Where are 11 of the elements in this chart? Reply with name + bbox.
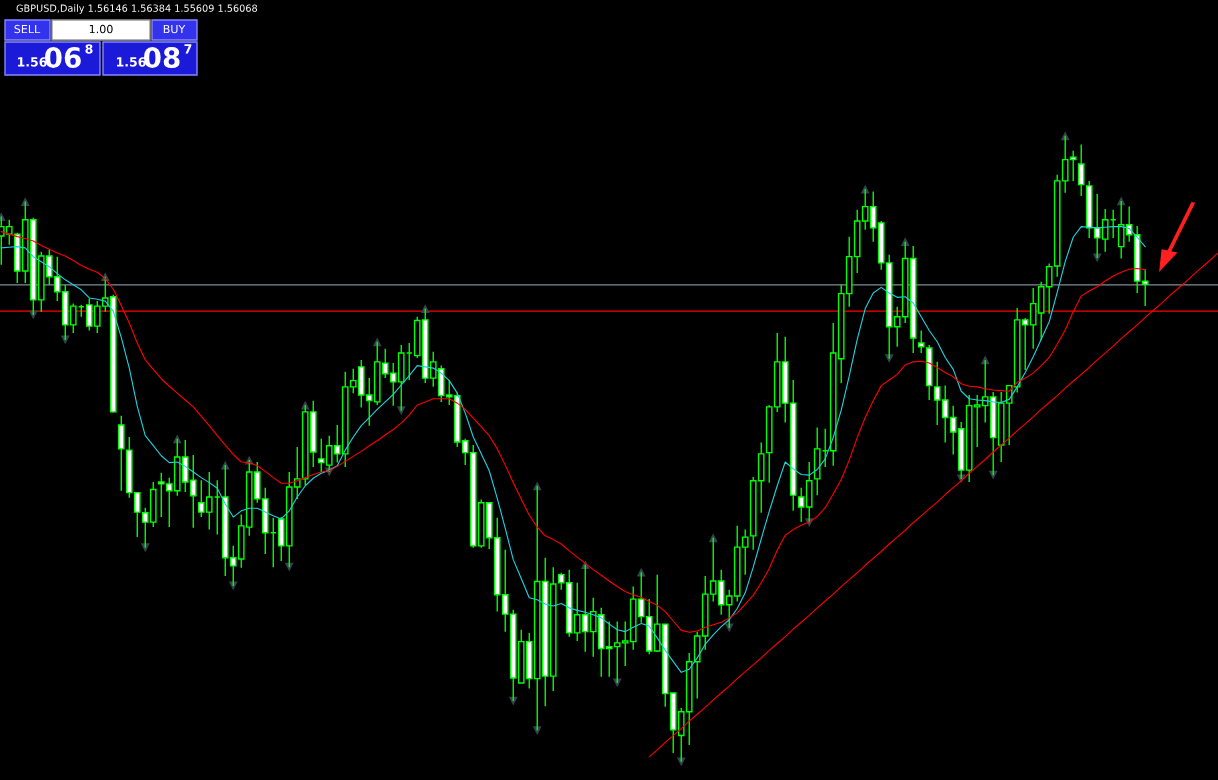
- text: 06: [45, 47, 81, 69]
- chart-title: GBPUSD,Daily 1.56146 1.56384 1.55609 1.56068: [16, 4, 258, 14]
- text: 8: [85, 44, 93, 54]
- text: 08: [144, 47, 180, 69]
- text: 1.00: [89, 24, 113, 34]
- text: BUY: [163, 24, 186, 34]
- text: SELL: [14, 24, 41, 34]
- text: 1.56: [17, 57, 47, 67]
- candlestick: [1077, 143, 1085, 197]
- text: 7: [184, 44, 192, 54]
- text: 1.56: [116, 57, 146, 67]
